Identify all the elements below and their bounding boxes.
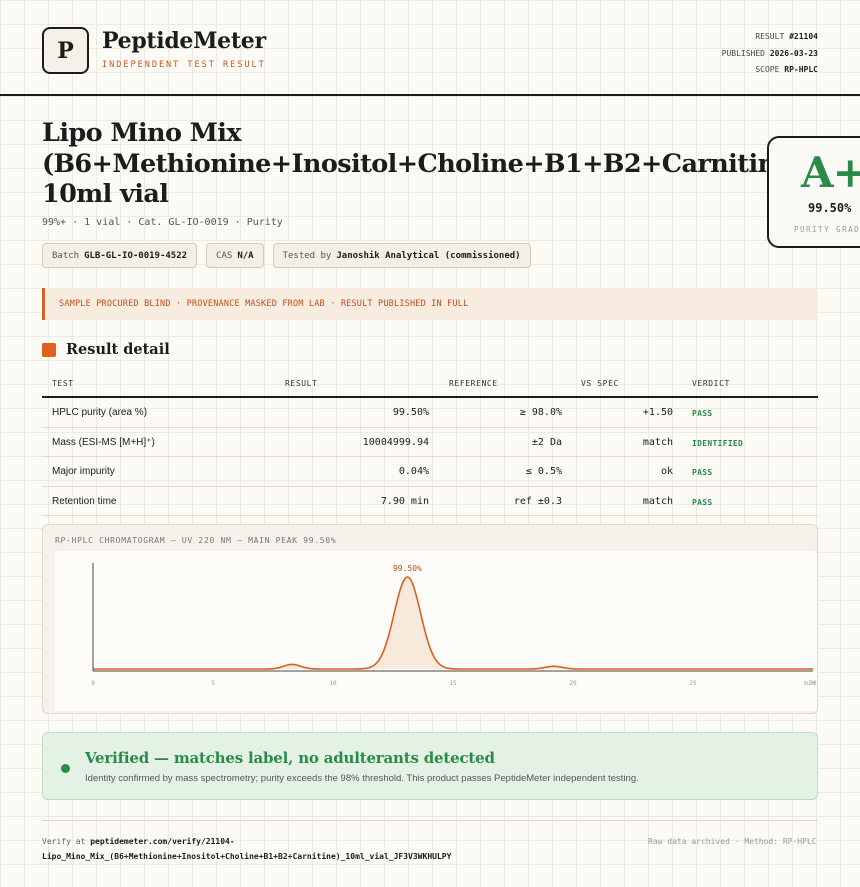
product-subline: 99%+ · 1 vial · Cat. GL-IO-0019 · Purity (42, 217, 283, 228)
verify-link-block: Verify at peptidemeter.com/verify/21104-… (42, 835, 602, 864)
tested-by-chip: Tested by Janoshik Analytical (commission… (272, 243, 531, 268)
th-vs-spec: VS SPEC (581, 379, 619, 388)
product-title-line-3: 10ml vial (42, 179, 169, 209)
product-title: Lipo Mino Mix (B6+Methionine+Inositol+Ch… (42, 118, 803, 210)
cell-vs-spec: ok (660, 466, 673, 477)
grade-percent: 99.50% (808, 201, 852, 215)
cell-result: 10004999.94 (362, 436, 429, 448)
x-tick-label: 30 (809, 680, 817, 687)
header: P PeptideMeter INDEPENDENT TEST RESULT R… (0, 0, 860, 96)
verify-line-1: Verify at peptidemeter.com/verify/21104- (42, 835, 602, 850)
product-title-line-2: (B6+Methionine+Inositol+Choline+B1+B2+Ca… (42, 148, 803, 179)
chromatogram-card: RP-HPLC CHROMATOGRAM — UV 220 NM — MAIN … (42, 524, 818, 714)
cell-vs-spec: match (642, 495, 673, 507)
brand-name[interactable]: PeptideMeter (102, 28, 266, 54)
provenance-banner: SAMPLE PROCURED BLIND · PROVENANCE MASKE… (42, 288, 818, 320)
chromatogram-trace (93, 576, 813, 670)
meta-scope-value: RP-HPLC (784, 65, 818, 74)
meta-scope-label: SCOPE (755, 65, 780, 74)
section-title: Result detail (66, 341, 170, 358)
cell-test: Mass (ESI-MS [M+H]⁺) (52, 436, 155, 448)
th-verdict: VERDICT (692, 379, 730, 388)
cas-chip: CAS N/A (206, 243, 264, 268)
cell-result: 99.50% (392, 407, 429, 418)
info-chips: Batch GLB-GL-IO-0019-4522 CAS N/A Tested b… (42, 243, 531, 268)
th-test: TEST (52, 379, 74, 388)
table-row: Retention time 7.90 min ref ±0.3 match P… (42, 487, 818, 516)
table-row: Major impurity 0.04% ≤ 0.5% ok PASS (42, 457, 818, 487)
batch-value: GLB-GL-IO-0019-4522 (84, 250, 188, 261)
meta-scope: SCOPE RP-HPLC (722, 62, 818, 79)
batch-label: Batch (52, 250, 80, 261)
x-tick-label: 10 (329, 680, 337, 687)
cell-reference: ≥ 98.0% (519, 407, 562, 418)
verify-url-continued[interactable]: Lipo_Mino_Mix_(B6+Methionine+Inositol+Ch… (42, 851, 452, 861)
cell-verdict: PASS (692, 468, 713, 477)
footer-divider (42, 820, 818, 821)
x-tick-label: 15 (449, 680, 457, 687)
cell-verdict: PASS (692, 409, 713, 418)
purity-grade-card: A+ 99.50% PURITY GRADE (767, 136, 860, 248)
meta-published-value: 2026-03-23 (769, 48, 818, 58)
verified-panel: Verified — matches label, no adulterants… (42, 732, 818, 800)
section-marker-icon (42, 342, 56, 357)
meta-published: PUBLISHED 2026-03-23 (722, 46, 818, 63)
product-title-line-1: Lipo Mino Mix (42, 118, 242, 148)
cell-verdict: IDENTIFIED (692, 438, 744, 448)
table-row: Mass (ESI-MS [M+H]⁺) 10004999.94 ±2 Da m… (42, 428, 818, 457)
cas-value: N/A (237, 250, 254, 261)
cell-result: 7.90 min (380, 495, 429, 507)
verified-dot-icon (61, 764, 70, 773)
batch-chip: Batch GLB-GL-IO-0019-4522 (42, 243, 198, 268)
cell-reference: ≤ 0.5% (525, 466, 562, 477)
peak-label: 99.50% (393, 564, 422, 573)
verify-url[interactable]: peptidemeter.com/verify/21104- (90, 837, 235, 846)
brand-tagline: INDEPENDENT TEST RESULT (102, 60, 266, 70)
cas-label: CAS (216, 250, 233, 261)
tested-value: Janoshik Analytical (commissioned) (336, 250, 521, 261)
th-result: RESULT (285, 379, 318, 388)
x-unit-label: min (804, 680, 815, 687)
cell-reference: ±2 Da (531, 436, 562, 448)
logo-mark[interactable]: P (42, 27, 89, 74)
verified-title: Verified — matches label, no adulterants… (85, 749, 495, 767)
cell-test: Major impurity (52, 466, 115, 477)
grade-letter: A+ (801, 148, 860, 197)
result-detail-heading: Result detail (42, 341, 170, 358)
meta-result-label: RESULT (755, 32, 785, 41)
grade-label: PURITY GRADE (794, 225, 860, 234)
result-table: TEST RESULT REFERENCE VS SPEC VERDICT HP… (42, 371, 818, 516)
cell-vs-spec: match (642, 436, 673, 448)
tested-label: Tested by (282, 250, 332, 261)
main-peak-area (93, 577, 813, 669)
chart-area: 99.50% 0 5 10 15 20 25 30 min (55, 551, 817, 711)
table-header: TEST RESULT REFERENCE VS SPEC VERDICT (42, 371, 818, 398)
verify-label: Verify at (42, 837, 86, 846)
chart-caption: RP-HPLC CHROMATOGRAM — UV 220 NM — MAIN … (55, 536, 337, 545)
x-tick-label: 20 (569, 680, 577, 687)
cell-vs-spec: +1.50 (642, 407, 673, 418)
verified-text: Identity confirmed by mass spectrometry;… (85, 773, 639, 784)
th-reference: REFERENCE (449, 379, 498, 388)
x-tick-label: 25 (689, 680, 697, 687)
meta-published-label: PUBLISHED (721, 48, 765, 58)
archive-note: Raw data archived · Method: RP-HPLC (648, 837, 817, 846)
meta-result-value: #21104 (789, 32, 818, 41)
cell-verdict: PASS (692, 497, 713, 507)
verify-line-2: Lipo_Mino_Mix_(B6+Methionine+Inositol+Ch… (42, 850, 602, 865)
result-meta: RESULT #21104 PUBLISHED 2026-03-23 SCOPE… (722, 29, 818, 79)
x-tick-label: 0 (91, 680, 95, 687)
cell-test: Retention time (52, 495, 117, 507)
cell-result: 0.04% (398, 466, 429, 477)
x-tick-label: 5 (211, 680, 215, 687)
cell-reference: ref ±0.3 (513, 495, 562, 507)
cell-test: HPLC purity (area %) (52, 407, 148, 418)
table-row: HPLC purity (area %) 99.50% ≥ 98.0% +1.5… (42, 398, 818, 428)
meta-result: RESULT #21104 (722, 29, 818, 46)
